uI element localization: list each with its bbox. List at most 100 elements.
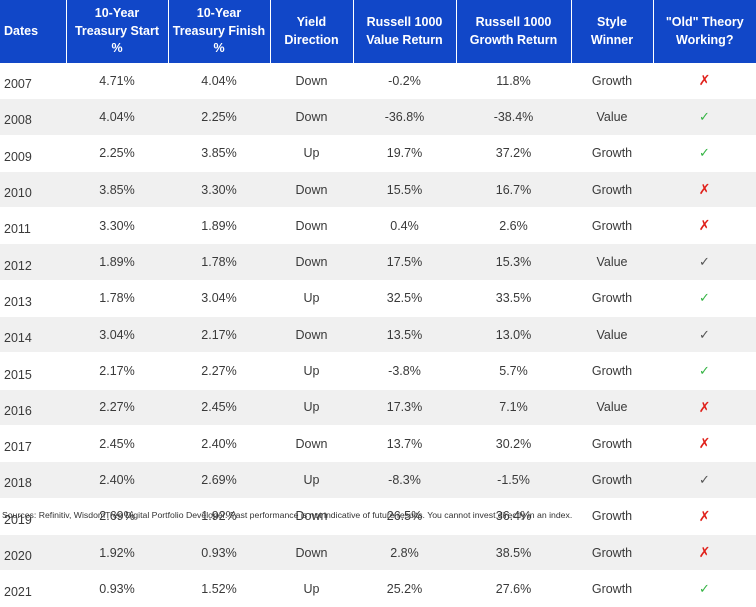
date-cell: 2013 xyxy=(0,280,66,318)
header-value-return: Russell 1000 Value Return xyxy=(353,0,457,63)
treasury-finish-cell: 0.93% xyxy=(168,534,270,572)
value-return-cell: 13.7% xyxy=(353,425,456,463)
theory-working-cell: ✓ xyxy=(653,352,756,390)
date-cell: 2020 xyxy=(0,534,66,572)
value-return-cell: -36.8% xyxy=(353,98,456,136)
value-return-cell: 2.8% xyxy=(353,534,456,572)
yield-direction-cell: Up xyxy=(270,280,353,318)
check-icon: ✓ xyxy=(699,326,710,342)
yield-direction-cell: Down xyxy=(270,63,353,100)
date-cell: 2014 xyxy=(0,316,66,354)
cross-icon: ✗ xyxy=(698,72,711,89)
growth-return-cell: 15.3% xyxy=(456,243,571,281)
treasury-finish-cell: 2.69% xyxy=(168,461,270,499)
theory-working-cell: ✗ xyxy=(653,171,756,209)
table-row: 2016 2.27% 2.45% Up 17.3% 7.1% Value ✗ xyxy=(0,389,756,426)
yield-direction-cell: Up xyxy=(270,352,353,390)
date-cell: 2008 xyxy=(0,98,66,136)
table-row: 2012 1.89% 1.78% Down 17.5% 15.3% Value ✓ xyxy=(0,243,756,281)
date-cell: 2011 xyxy=(0,207,66,245)
value-return-cell: -0.2% xyxy=(353,63,456,100)
yield-direction-cell: Down xyxy=(270,171,353,209)
theory-working-cell: ✓ xyxy=(653,570,756,607)
table-row: 2018 2.40% 2.69% Up -8.3% -1.5% Growth ✓ xyxy=(0,461,756,499)
header-style-winner: Style Winner xyxy=(571,0,654,63)
date-cell: 2016 xyxy=(0,389,66,426)
theory-working-cell: ✓ xyxy=(653,461,756,499)
header-growth-return: Russell 1000 Growth Return xyxy=(456,0,572,63)
value-return-cell: 19.7% xyxy=(353,135,456,172)
style-winner-cell: Growth xyxy=(571,534,653,572)
yield-direction-cell: Down xyxy=(270,243,353,281)
value-return-cell: 25.2% xyxy=(353,570,456,607)
value-return-cell: -3.8% xyxy=(353,352,456,390)
treasury-finish-cell: 3.30% xyxy=(168,171,270,209)
treasury-start-cell: 4.04% xyxy=(66,98,168,136)
treasury-finish-cell: 4.04% xyxy=(168,63,270,100)
table-row: 2020 1.92% 0.93% Down 2.8% 38.5% Growth ✗ xyxy=(0,534,756,572)
style-winner-cell: Value xyxy=(571,98,653,136)
treasury-start-cell: 0.93% xyxy=(66,570,168,607)
table-row: 2015 2.17% 2.27% Up -3.8% 5.7% Growth ✓ xyxy=(0,352,756,390)
source-note: Sources: Refinitiv, WisdomTree Digital P… xyxy=(2,510,573,520)
cross-icon: ✗ xyxy=(698,544,711,560)
theory-working-cell: ✗ xyxy=(653,63,756,100)
yield-direction-cell: Down xyxy=(270,316,353,354)
value-return-cell: 17.5% xyxy=(353,243,456,281)
treasury-finish-cell: 3.04% xyxy=(168,280,270,318)
theory-working-cell: ✗ xyxy=(653,389,756,426)
table-row: 2008 4.04% 2.25% Down -36.8% -38.4% Value ✓ xyxy=(0,98,756,136)
treasury-start-cell: 3.04% xyxy=(66,316,168,354)
treasury-start-cell: 1.89% xyxy=(66,243,168,281)
table-row: 2009 2.25% 3.85% Up 19.7% 37.2% Growth ✓ xyxy=(0,135,756,172)
cross-icon: ✗ xyxy=(698,181,711,198)
yield-direction-cell: Up xyxy=(270,461,353,499)
header-treasury-start: 10-Year Treasury Start % xyxy=(66,0,169,63)
date-cell: 2015 xyxy=(0,352,66,390)
yield-direction-cell: Up xyxy=(270,135,353,172)
date-cell: 2007 xyxy=(0,63,66,100)
growth-return-cell: 2.6% xyxy=(456,207,571,245)
treasury-start-cell: 2.25% xyxy=(66,135,168,172)
growth-return-cell: -38.4% xyxy=(456,98,571,136)
theory-working-cell: ✗ xyxy=(653,498,756,535)
treasury-finish-cell: 2.45% xyxy=(168,389,270,426)
theory-working-cell: ✓ xyxy=(653,280,756,318)
date-cell: 2009 xyxy=(0,135,66,172)
theory-working-cell: ✗ xyxy=(653,425,756,463)
cross-icon: ✗ xyxy=(698,435,711,452)
theory-working-cell: ✓ xyxy=(653,135,756,172)
treasury-finish-cell: 1.52% xyxy=(168,570,270,607)
yield-direction-cell: Up xyxy=(270,570,353,607)
value-return-cell: 13.5% xyxy=(353,316,456,354)
style-winner-cell: Growth xyxy=(571,461,653,499)
style-winner-cell: Growth xyxy=(571,63,653,100)
growth-return-cell: 11.8% xyxy=(456,63,571,100)
treasury-start-cell: 2.40% xyxy=(66,461,168,499)
style-winner-cell: Value xyxy=(571,316,653,354)
growth-return-cell: 7.1% xyxy=(456,389,571,426)
header-row: Dates 10-Year Treasury Start % 10-Year T… xyxy=(0,0,756,63)
theory-working-cell: ✓ xyxy=(653,316,756,354)
table-row: 2013 1.78% 3.04% Up 32.5% 33.5% Growth ✓ xyxy=(0,280,756,318)
value-return-cell: 17.3% xyxy=(353,389,456,426)
treasury-start-cell: 1.92% xyxy=(66,534,168,572)
treasury-finish-cell: 1.89% xyxy=(168,207,270,245)
yield-direction-cell: Down xyxy=(270,98,353,136)
value-return-cell: 32.5% xyxy=(353,280,456,318)
check-icon: ✓ xyxy=(699,145,710,161)
yield-direction-cell: Up xyxy=(270,389,353,426)
cross-icon: ✗ xyxy=(698,507,711,524)
treasury-start-cell: 2.27% xyxy=(66,389,168,426)
header-theory-working: "Old" Theory Working? xyxy=(653,0,756,63)
check-icon: ✓ xyxy=(699,254,710,270)
date-cell: 2021 xyxy=(0,570,66,607)
growth-return-cell: 5.7% xyxy=(456,352,571,390)
table-row: 2010 3.85% 3.30% Down 15.5% 16.7% Growth ✗ xyxy=(0,171,756,209)
table-row: 2011 3.30% 1.89% Down 0.4% 2.6% Growth ✗ xyxy=(0,207,756,245)
table-row: 2021 0.93% 1.52% Up 25.2% 27.6% Growth ✓ xyxy=(0,570,756,607)
style-winner-cell: Growth xyxy=(571,570,653,607)
growth-return-cell: 38.5% xyxy=(456,534,571,572)
treasury-finish-cell: 2.25% xyxy=(168,98,270,136)
